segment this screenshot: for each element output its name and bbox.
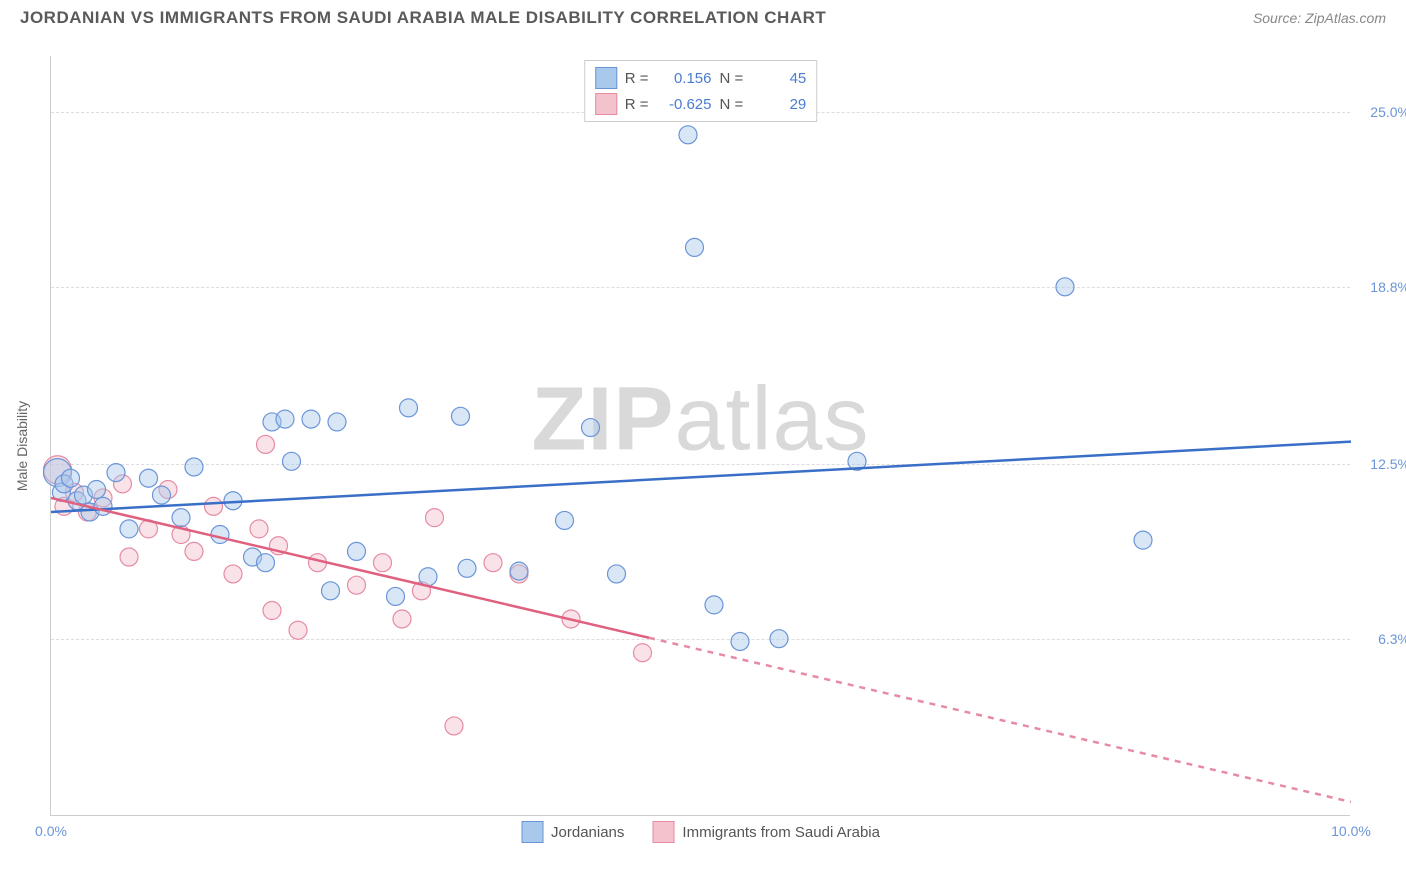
data-point — [62, 469, 80, 487]
data-point — [770, 630, 788, 648]
plot-svg — [51, 56, 1350, 815]
swatch-saudi — [595, 93, 617, 115]
data-point — [185, 542, 203, 560]
data-point — [426, 509, 444, 527]
data-point — [731, 632, 749, 650]
data-point — [328, 413, 346, 431]
data-point — [211, 526, 229, 544]
n-label: N = — [720, 70, 744, 87]
source-attribution: Source: ZipAtlas.com — [1253, 10, 1386, 26]
data-point — [107, 464, 125, 482]
data-point — [120, 548, 138, 566]
swatch-jordanians — [595, 67, 617, 89]
data-point — [458, 559, 476, 577]
r-label: R = — [625, 70, 649, 87]
y-tick-label: 25.0% — [1355, 104, 1406, 120]
r-value-saudi: -0.625 — [657, 96, 712, 113]
legend-label-saudi: Immigrants from Saudi Arabia — [682, 824, 880, 841]
data-point — [608, 565, 626, 583]
data-point — [120, 520, 138, 538]
y-tick-label: 18.8% — [1355, 279, 1406, 295]
data-point — [419, 568, 437, 586]
data-point — [1056, 278, 1074, 296]
data-point — [283, 452, 301, 470]
data-point — [1134, 531, 1152, 549]
r-value-jordanians: 0.156 — [657, 70, 712, 87]
data-point — [686, 238, 704, 256]
legend-item-jordanians: Jordanians — [521, 821, 624, 843]
data-point — [263, 602, 281, 620]
y-axis-label: Male Disability — [14, 401, 30, 491]
y-tick-label: 12.5% — [1355, 456, 1406, 472]
data-point — [250, 520, 268, 538]
correlation-legend: R = 0.156 N = 45 R = -0.625 N = 29 — [584, 60, 818, 122]
data-point — [257, 435, 275, 453]
swatch-saudi — [652, 821, 674, 843]
data-point — [348, 542, 366, 560]
n-value-jordanians: 45 — [751, 70, 806, 87]
data-point — [634, 644, 652, 662]
legend-label-jordanians: Jordanians — [551, 824, 624, 841]
data-point — [257, 554, 275, 572]
data-point — [393, 610, 411, 628]
data-point — [679, 126, 697, 144]
trend-line — [51, 442, 1351, 512]
data-point — [153, 486, 171, 504]
scatter-chart: ZIPatlas 6.3%12.5%18.8%25.0% 0.0%10.0% R… — [50, 56, 1350, 816]
data-point — [387, 587, 405, 605]
data-point — [582, 419, 600, 437]
data-point — [172, 509, 190, 527]
series-legend: Jordanians Immigrants from Saudi Arabia — [521, 821, 880, 843]
n-label: N = — [720, 96, 744, 113]
data-point — [185, 458, 203, 476]
y-tick-label: 6.3% — [1355, 631, 1406, 647]
data-point — [289, 621, 307, 639]
data-point — [276, 410, 294, 428]
data-point — [348, 576, 366, 594]
n-value-saudi: 29 — [751, 96, 806, 113]
x-tick-label: 0.0% — [35, 823, 67, 839]
data-point — [484, 554, 502, 572]
data-point — [205, 497, 223, 515]
chart-title: JORDANIAN VS IMMIGRANTS FROM SAUDI ARABI… — [20, 8, 826, 28]
data-point — [400, 399, 418, 417]
data-point — [556, 511, 574, 529]
data-point — [88, 480, 106, 498]
data-point — [140, 469, 158, 487]
data-point — [452, 407, 470, 425]
data-point — [322, 582, 340, 600]
data-point — [445, 717, 463, 735]
correlation-row-jordanians: R = 0.156 N = 45 — [595, 65, 807, 91]
data-point — [302, 410, 320, 428]
data-point — [224, 565, 242, 583]
correlation-row-saudi: R = -0.625 N = 29 — [595, 91, 807, 117]
legend-item-saudi: Immigrants from Saudi Arabia — [652, 821, 880, 843]
swatch-jordanians — [521, 821, 543, 843]
trend-line — [649, 638, 1351, 802]
r-label: R = — [625, 96, 649, 113]
data-point — [510, 562, 528, 580]
data-point — [705, 596, 723, 614]
x-tick-label: 10.0% — [1331, 823, 1371, 839]
data-point — [374, 554, 392, 572]
